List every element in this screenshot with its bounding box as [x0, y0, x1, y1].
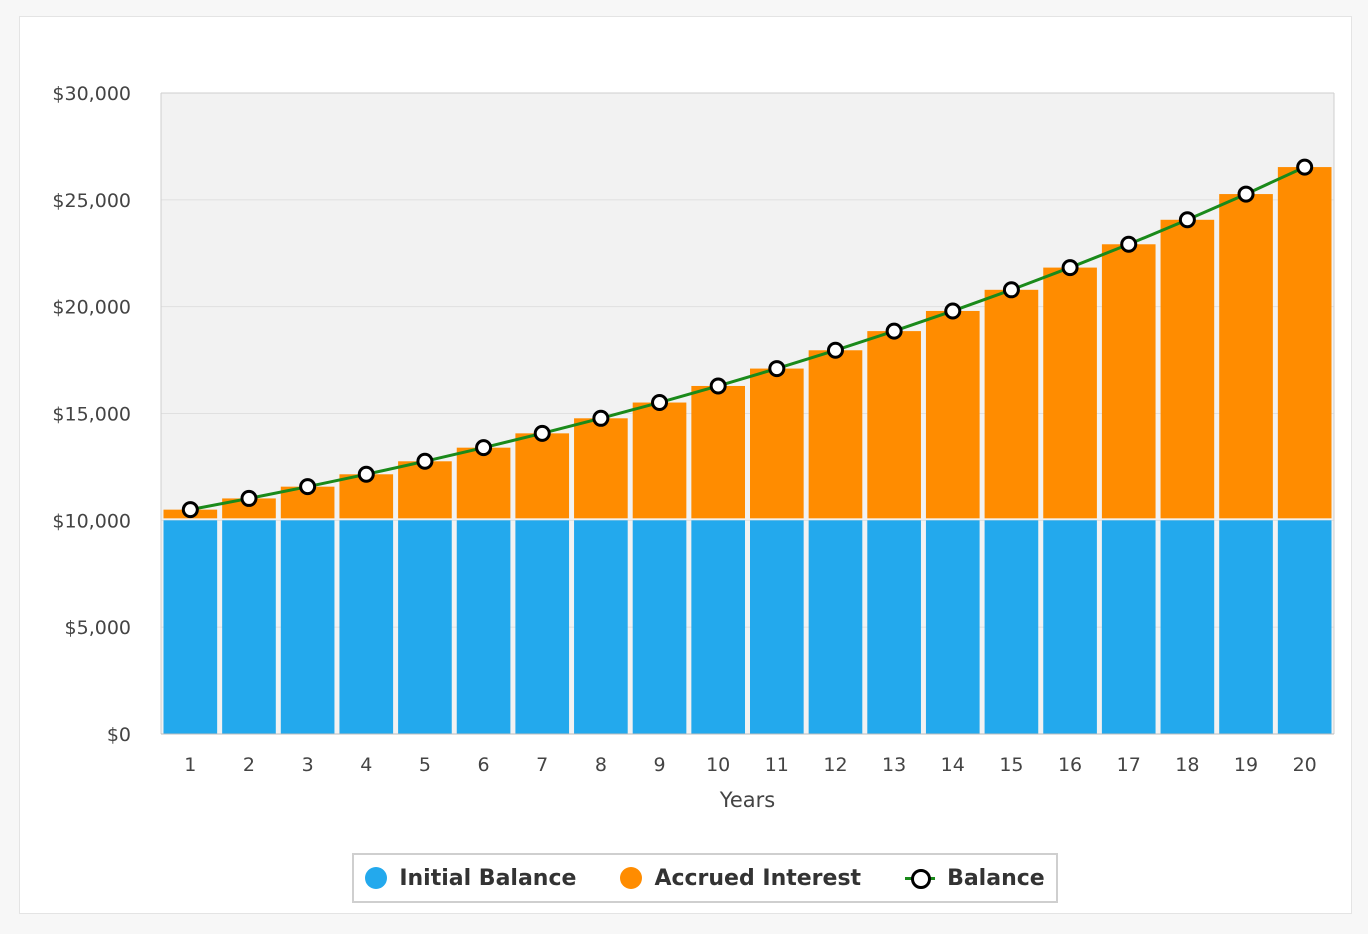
- y-tick-label-6: $30,000: [52, 83, 131, 105]
- bar-accrued-interest-2[interactable]: [222, 498, 276, 519]
- bar-initial-balance-3[interactable]: [280, 520, 335, 734]
- x-tick-label-2: 2: [243, 754, 255, 776]
- y-tick-label-5: $25,000: [52, 190, 131, 212]
- balance-point-4[interactable]: [357, 465, 375, 483]
- y-tick-label-3: $15,000: [52, 404, 131, 426]
- bar-initial-balance-13[interactable]: [867, 520, 921, 734]
- y-tick-label-4: $20,000: [52, 297, 131, 319]
- balance-point-14[interactable]: [944, 302, 962, 320]
- x-tick-label-1: 1: [184, 754, 196, 776]
- bar-initial-balance-6[interactable]: [456, 520, 511, 734]
- balance-line-swatch-icon: [905, 867, 936, 889]
- bar-accrued-interest-5[interactable]: [398, 461, 452, 519]
- balance-point-16[interactable]: [1061, 259, 1079, 277]
- legend-item-accrued-interest[interactable]: Accrued Interest: [620, 866, 861, 891]
- bar-initial-balance-7[interactable]: [515, 520, 570, 734]
- bar-initial-balance-2[interactable]: [222, 520, 276, 734]
- x-tick-label-5: 5: [419, 754, 431, 776]
- bar-accrued-interest-19[interactable]: [1219, 194, 1273, 519]
- y-tick-label-0: $0: [107, 724, 131, 746]
- bar-initial-balance-1[interactable]: [163, 520, 218, 734]
- balance-point-5[interactable]: [416, 452, 434, 470]
- bar-accrued-interest-8[interactable]: [574, 418, 628, 519]
- legend-label-balance: Balance: [947, 865, 1045, 891]
- bar-accrued-interest-11[interactable]: [750, 368, 804, 519]
- bar-accrued-interest-17[interactable]: [1101, 244, 1156, 519]
- balance-point-20[interactable]: [1296, 158, 1314, 176]
- legend-item-balance[interactable]: Balance: [905, 866, 1045, 891]
- balance-point-19[interactable]: [1237, 185, 1255, 203]
- bar-accrued-interest-16[interactable]: [1043, 267, 1097, 519]
- x-tick-label-12: 12: [823, 754, 847, 776]
- x-tick-label-3: 3: [302, 754, 314, 776]
- legend-label-initial-balance: Initial Balance: [399, 865, 577, 891]
- balance-point-8[interactable]: [592, 409, 610, 427]
- bar-initial-balance-4[interactable]: [339, 520, 394, 734]
- bar-accrued-interest-6[interactable]: [456, 447, 511, 519]
- bar-initial-balance-11[interactable]: [750, 520, 804, 734]
- bar-initial-balance-10[interactable]: [691, 520, 745, 734]
- bar-initial-balance-20[interactable]: [1277, 520, 1332, 734]
- balance-point-1[interactable]: [181, 501, 199, 519]
- bar-initial-balance-5[interactable]: [398, 520, 452, 734]
- bar-accrued-interest-18[interactable]: [1160, 219, 1215, 519]
- x-tick-label-11: 11: [765, 754, 789, 776]
- legend-item-initial-balance[interactable]: Initial Balance: [365, 866, 576, 891]
- bar-accrued-interest-13[interactable]: [867, 331, 921, 519]
- initial-balance-swatch-icon: [365, 867, 388, 889]
- x-tick-label-15: 15: [999, 754, 1023, 776]
- bar-initial-balance-18[interactable]: [1160, 520, 1215, 734]
- x-tick-label-18: 18: [1175, 754, 1199, 776]
- balance-point-2[interactable]: [240, 489, 258, 507]
- bar-accrued-interest-7[interactable]: [515, 433, 570, 519]
- balance-point-15[interactable]: [1002, 281, 1020, 299]
- bar-initial-balance-9[interactable]: [632, 520, 687, 734]
- x-tick-label-19: 19: [1234, 754, 1258, 776]
- x-tick-label-20: 20: [1293, 754, 1317, 776]
- bar-initial-balance-14[interactable]: [925, 520, 980, 734]
- balance-point-17[interactable]: [1120, 235, 1138, 253]
- legend-label-accrued-interest: Accrued Interest: [654, 865, 862, 891]
- balance-point-6[interactable]: [475, 439, 493, 457]
- balance-point-18[interactable]: [1178, 211, 1196, 229]
- balance-point-11[interactable]: [768, 360, 786, 378]
- x-tick-label-14: 14: [941, 754, 965, 776]
- x-tick-label-7: 7: [536, 754, 548, 776]
- x-tick-label-13: 13: [882, 754, 906, 776]
- x-axis-title: Years: [719, 788, 775, 812]
- x-tick-label-17: 17: [1117, 754, 1141, 776]
- bar-accrued-interest-9[interactable]: [632, 402, 687, 519]
- balance-point-9[interactable]: [651, 394, 669, 412]
- chart: $0 $5,000 $10,000 $15,000 $20,000 $25,000 $30,…: [52, 83, 1335, 812]
- balance-point-10[interactable]: [709, 377, 727, 395]
- bar-initial-balance-12[interactable]: [808, 520, 863, 734]
- bar-accrued-interest-20[interactable]: [1277, 167, 1332, 519]
- bar-accrued-interest-15[interactable]: [984, 289, 1039, 519]
- bar-accrued-interest-10[interactable]: [691, 385, 745, 519]
- x-tick-label-8: 8: [595, 754, 607, 776]
- bar-accrued-interest-12[interactable]: [808, 350, 863, 519]
- bar-initial-balance-8[interactable]: [574, 520, 628, 734]
- x-tick-label-16: 16: [1058, 754, 1082, 776]
- balance-point-12[interactable]: [826, 341, 844, 359]
- x-tick-label-9: 9: [653, 754, 665, 776]
- bar-initial-balance-15[interactable]: [984, 520, 1039, 734]
- balance-point-13[interactable]: [885, 322, 903, 340]
- legend: Initial Balance Accrued Interest Balance: [352, 853, 1058, 903]
- bar-initial-balance-16[interactable]: [1043, 520, 1097, 734]
- y-tick-label-1: $5,000: [65, 617, 131, 639]
- x-tick-label-6: 6: [478, 754, 490, 776]
- accrued-interest-swatch-icon: [620, 867, 643, 889]
- x-tick-label-10: 10: [706, 754, 730, 776]
- bar-accrued-interest-14[interactable]: [925, 310, 980, 519]
- bar-initial-balance-19[interactable]: [1219, 520, 1273, 734]
- balance-point-3[interactable]: [299, 478, 317, 496]
- chart-card: $0 $5,000 $10,000 $15,000 $20,000 $25,000 $30,…: [19, 16, 1352, 914]
- bar-initial-balance-17[interactable]: [1101, 520, 1156, 734]
- x-tick-label-4: 4: [360, 754, 372, 776]
- balance-point-7[interactable]: [533, 424, 551, 442]
- balance-line: [190, 165, 1306, 512]
- y-tick-label-2: $10,000: [52, 510, 131, 532]
